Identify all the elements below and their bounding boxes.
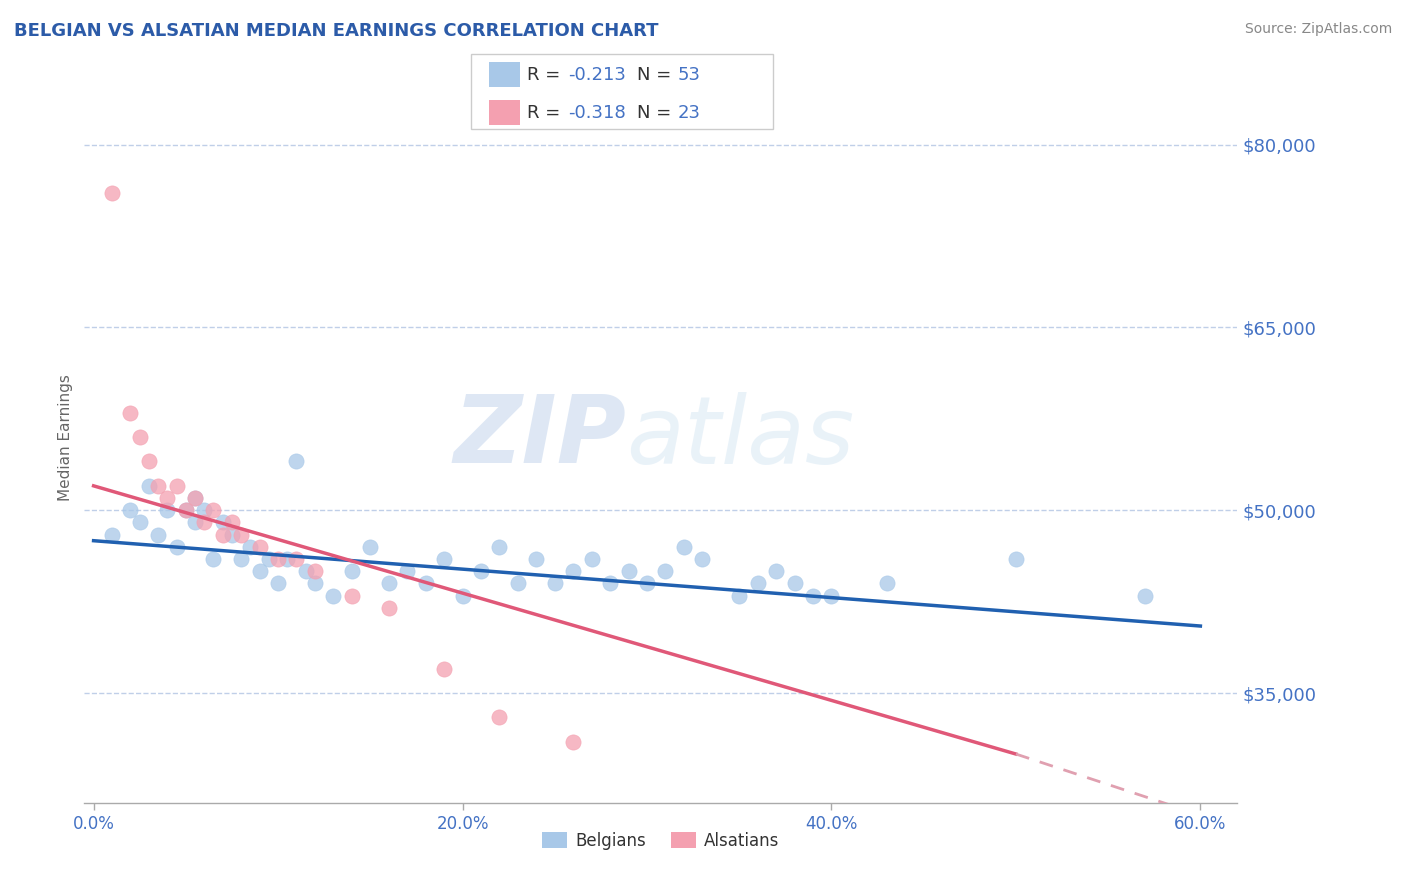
Point [654, 564, 676, 578]
Point [101, 186, 124, 201]
Point [184, 491, 207, 505]
Point [156, 491, 179, 505]
Point [239, 540, 262, 554]
Point [249, 564, 271, 578]
Point [377, 600, 399, 615]
Point [101, 527, 124, 541]
Point [120, 406, 142, 420]
Point [304, 576, 326, 591]
Point [692, 552, 714, 566]
Point [294, 564, 316, 578]
Point [672, 540, 695, 554]
Point [562, 735, 585, 749]
Text: N =: N = [637, 103, 676, 121]
Point [138, 479, 160, 493]
Point [377, 576, 399, 591]
Point [783, 576, 806, 591]
Point [221, 516, 243, 530]
Point [747, 576, 769, 591]
Point [820, 589, 842, 603]
Point [184, 516, 207, 530]
Point [359, 540, 381, 554]
Point [249, 540, 271, 554]
Point [166, 479, 188, 493]
Point [211, 516, 233, 530]
Point [340, 564, 363, 578]
Point [765, 564, 787, 578]
Text: ZIP: ZIP [453, 391, 626, 483]
Text: 23: 23 [678, 103, 700, 121]
Text: atlas: atlas [626, 392, 855, 483]
Text: R =: R = [527, 66, 567, 84]
Text: -0.213: -0.213 [568, 66, 626, 84]
Point [120, 503, 142, 517]
Point [285, 454, 308, 468]
Point [174, 503, 197, 517]
Text: R =: R = [527, 103, 567, 121]
Point [221, 527, 243, 541]
Point [1005, 552, 1028, 566]
Text: Source: ZipAtlas.com: Source: ZipAtlas.com [1244, 22, 1392, 37]
Point [544, 576, 567, 591]
Point [340, 589, 363, 603]
Point [322, 589, 344, 603]
Point [415, 576, 437, 591]
Point [202, 503, 225, 517]
Point [599, 576, 621, 591]
Text: -0.318: -0.318 [568, 103, 626, 121]
Text: BELGIAN VS ALSATIAN MEDIAN EARNINGS CORRELATION CHART: BELGIAN VS ALSATIAN MEDIAN EARNINGS CORR… [14, 22, 658, 40]
Point [396, 564, 419, 578]
Point [285, 552, 308, 566]
Point [433, 552, 456, 566]
Point [581, 552, 603, 566]
Point [488, 710, 510, 724]
Point [506, 576, 529, 591]
Point [128, 430, 150, 444]
Point [801, 589, 824, 603]
Point [128, 516, 150, 530]
Point [156, 503, 179, 517]
Point [304, 564, 326, 578]
Point [267, 552, 290, 566]
Point [876, 576, 898, 591]
Point [184, 491, 207, 505]
Point [1133, 589, 1156, 603]
Point [193, 503, 215, 517]
Point [257, 552, 280, 566]
Point [231, 552, 253, 566]
Point [138, 454, 160, 468]
Point [211, 527, 233, 541]
Point [470, 564, 492, 578]
Point [267, 576, 290, 591]
Text: 53: 53 [678, 66, 700, 84]
Y-axis label: Median Earnings: Median Earnings [58, 374, 73, 500]
Point [636, 576, 658, 591]
Point [166, 540, 188, 554]
Point [193, 516, 215, 530]
Point [488, 540, 510, 554]
Point [451, 589, 474, 603]
Point [524, 552, 547, 566]
Point [617, 564, 640, 578]
Point [231, 527, 253, 541]
Legend: Belgians, Alsatians: Belgians, Alsatians [536, 825, 786, 856]
Point [174, 503, 197, 517]
Point [146, 479, 169, 493]
Point [433, 662, 456, 676]
Point [562, 564, 585, 578]
Text: N =: N = [637, 66, 676, 84]
Point [202, 552, 225, 566]
Point [146, 527, 169, 541]
Point [276, 552, 298, 566]
Point [728, 589, 751, 603]
